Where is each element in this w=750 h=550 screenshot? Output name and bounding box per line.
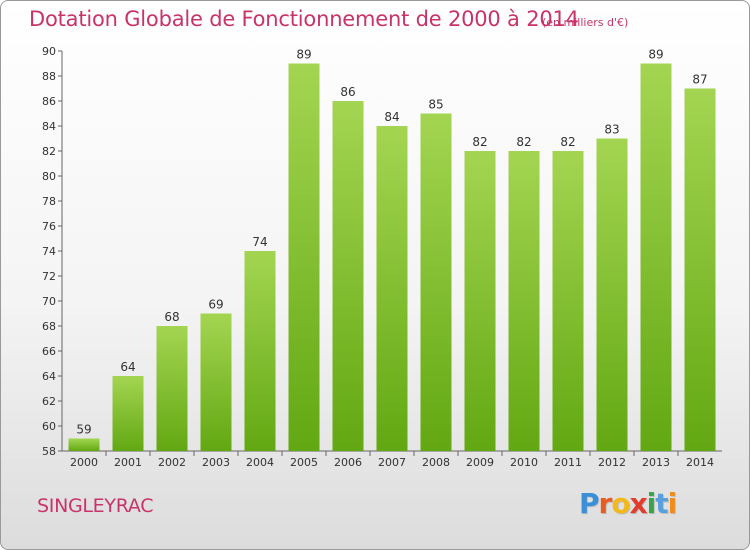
bar — [244, 251, 276, 451]
x-tick-label: 2003 — [202, 456, 230, 469]
bar-value-label: 64 — [120, 360, 135, 374]
logo-letter: x — [629, 487, 648, 520]
x-tick-label: 2007 — [378, 456, 406, 469]
bar — [288, 63, 320, 451]
logo-letter: i — [667, 487, 678, 520]
bar — [376, 126, 408, 451]
y-tick-label: 84 — [42, 120, 56, 133]
bar-value-label: 74 — [252, 235, 267, 249]
x-tick-label: 2013 — [642, 456, 670, 469]
y-tick-label: 72 — [42, 270, 56, 283]
y-tick-label: 74 — [42, 245, 56, 258]
x-tick-label: 2011 — [554, 456, 582, 469]
x-tick-label: 2014 — [686, 456, 714, 469]
commune-name: SINGLEYRAC — [37, 495, 154, 517]
y-tick-label: 58 — [42, 445, 56, 458]
x-tick-label: 2006 — [334, 456, 362, 469]
y-tick-label: 64 — [42, 370, 56, 383]
bar — [112, 376, 144, 451]
bar — [640, 63, 672, 451]
bar-value-label: 89 — [648, 48, 663, 62]
y-tick-label: 80 — [42, 170, 56, 183]
bar-value-label: 86 — [340, 85, 355, 99]
bar-value-label: 59 — [76, 423, 91, 437]
y-tick-label: 82 — [42, 145, 56, 158]
bar-value-label: 69 — [208, 298, 223, 312]
bar-value-label: 82 — [516, 135, 531, 149]
y-tick-label: 60 — [42, 420, 56, 433]
bar — [596, 138, 628, 451]
bar-value-label: 68 — [164, 310, 179, 324]
x-tick-label: 2008 — [422, 456, 450, 469]
x-tick-label: 2001 — [114, 456, 142, 469]
x-tick-label: 2009 — [466, 456, 494, 469]
bar — [200, 313, 232, 451]
x-tick-label: 2005 — [290, 456, 318, 469]
bar — [684, 88, 716, 451]
y-tick-label: 88 — [42, 70, 56, 83]
bar-value-label: 85 — [428, 98, 443, 112]
y-tick-label: 86 — [42, 95, 56, 108]
y-tick-label: 90 — [42, 45, 56, 58]
bar — [156, 326, 188, 451]
bar-value-label: 89 — [296, 48, 311, 62]
y-tick-label: 78 — [42, 195, 56, 208]
bar-value-label: 82 — [472, 135, 487, 149]
chart-title: Dotation Globale de Fonctionnement de 20… — [29, 7, 579, 31]
bar-value-label: 87 — [692, 73, 707, 87]
bar — [332, 101, 364, 451]
bar-value-label: 83 — [604, 123, 619, 137]
logo-letter: i — [646, 487, 657, 520]
bar — [68, 438, 100, 451]
bar — [508, 151, 540, 451]
logo-letter: r — [598, 487, 613, 520]
x-tick-label: 2010 — [510, 456, 538, 469]
y-tick-label: 70 — [42, 295, 56, 308]
bar — [420, 113, 452, 451]
logo-letter: t — [655, 487, 668, 520]
y-tick-label: 68 — [42, 320, 56, 333]
logo-letter: P — [579, 487, 600, 520]
chart-unit: (en milliers d'€) — [542, 16, 629, 29]
y-tick-label: 66 — [42, 345, 56, 358]
x-tick-label: 2000 — [70, 456, 98, 469]
proxiti-logo[interactable]: Proxiti — [579, 487, 678, 520]
x-tick-label: 2004 — [246, 456, 274, 469]
bar-value-label: 84 — [384, 110, 399, 124]
y-tick-label: 62 — [42, 395, 56, 408]
bar — [464, 151, 496, 451]
x-tick-label: 2002 — [158, 456, 186, 469]
bar-value-label: 82 — [560, 135, 575, 149]
y-tick-label: 76 — [42, 220, 56, 233]
bar — [552, 151, 584, 451]
logo-letter: o — [611, 487, 630, 520]
x-tick-label: 2012 — [598, 456, 626, 469]
